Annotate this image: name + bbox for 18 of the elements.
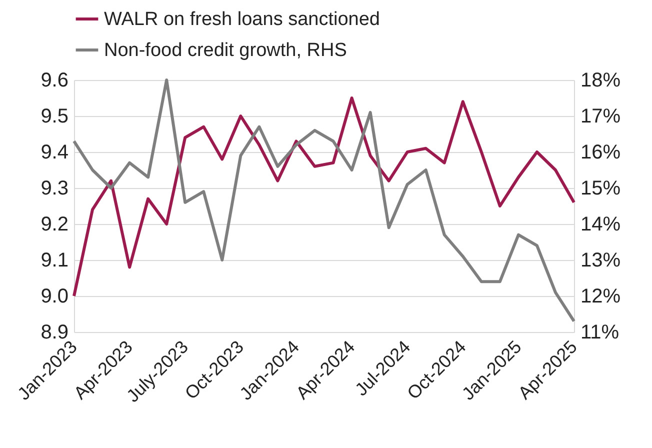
y2-tick-label: 12% — [580, 286, 621, 308]
y2-tick-label: 11% — [580, 322, 620, 344]
y2-tick-label: 13% — [580, 250, 621, 272]
line-series — [72, 96, 576, 298]
legend-label: WALR on fresh loans sanctioned — [104, 9, 380, 30]
y-tick-label: 9.3 — [40, 178, 68, 200]
y-tick-label: 9.2 — [40, 214, 68, 236]
y-tick-label: 9.5 — [40, 106, 68, 128]
y2-tick-label: 14% — [580, 214, 621, 236]
y2-tick-label: 16% — [580, 142, 621, 164]
y2-tick-label: 15% — [580, 178, 621, 200]
y-tick-label: 9.6 — [40, 70, 68, 92]
y-tick-label: 9.0 — [40, 286, 68, 308]
y2-tick-label: 18% — [580, 70, 621, 92]
y2-tick-label: 17% — [580, 106, 621, 128]
y-tick-label: 9.4 — [40, 142, 68, 164]
legend-label: Non-food credit growth, RHS — [104, 40, 347, 61]
y-tick-label: 9.1 — [40, 250, 68, 272]
